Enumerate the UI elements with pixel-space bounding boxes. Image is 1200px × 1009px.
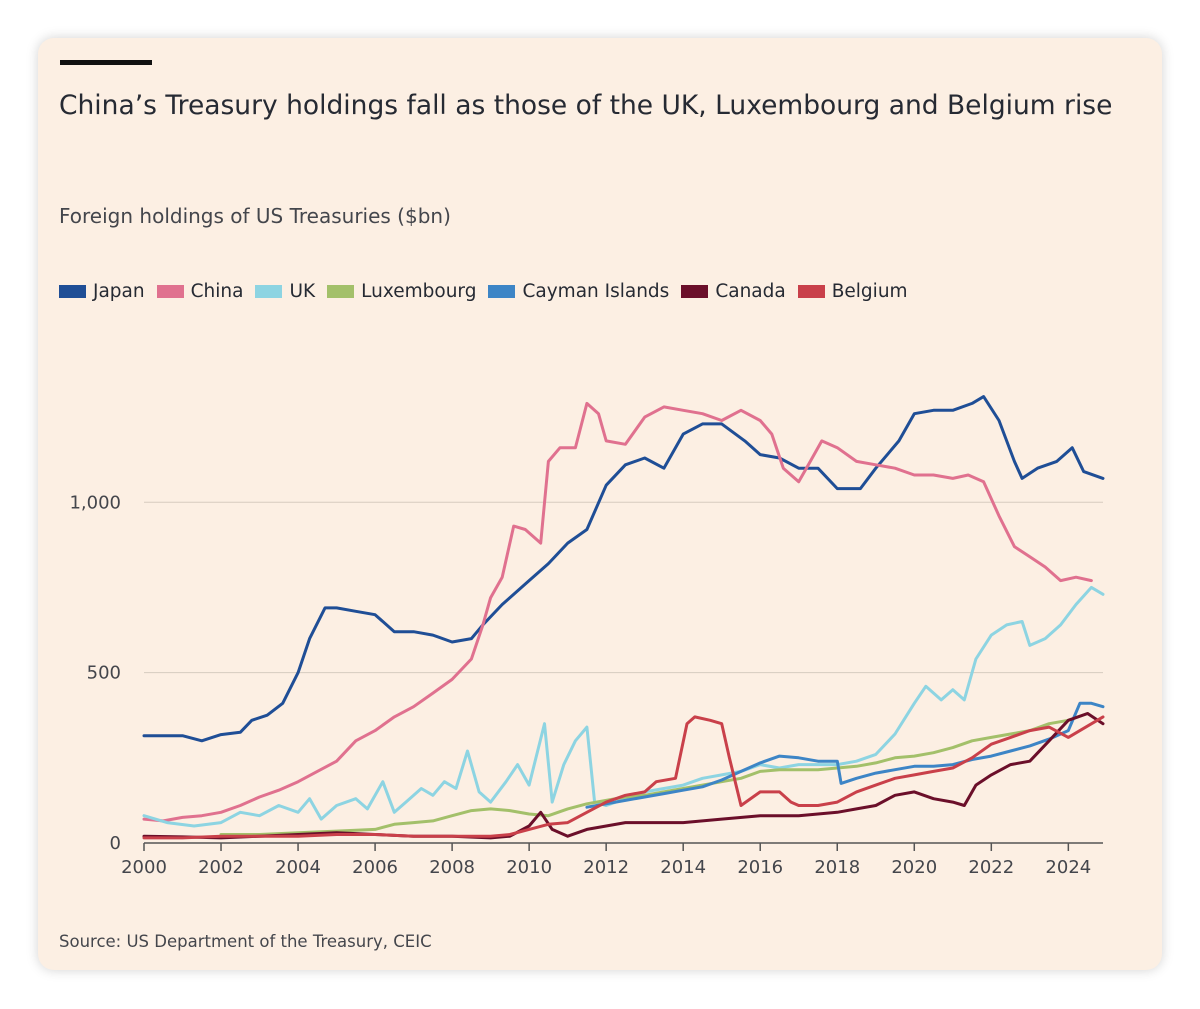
- legend-item-japan: Japan: [59, 281, 145, 302]
- x-tick-label: 2010: [506, 857, 552, 878]
- series-line-luxembourg: [219, 712, 1090, 836]
- legend-label-belgium: Belgium: [831, 281, 908, 302]
- source-note: Source: US Department of the Treasury, C…: [59, 932, 432, 951]
- header-accent-bar: [60, 60, 152, 65]
- legend-label-cayman-islands: Cayman Islands: [522, 281, 670, 302]
- series-line-china: [142, 401, 1093, 823]
- series-line-cayman-islands: [585, 701, 1105, 809]
- legend-item-cayman-islands: Cayman Islands: [488, 281, 669, 302]
- x-tick-label: 2006: [352, 857, 398, 878]
- legend-item-belgium: Belgium: [797, 281, 908, 302]
- legend-label-uk: UK: [289, 281, 316, 302]
- x-tick-label: 2002: [198, 857, 244, 878]
- legend-label-china: China: [190, 281, 244, 302]
- legend-swatch-uk: [255, 285, 283, 298]
- x-tick-label: 2018: [814, 857, 860, 878]
- legend-label-luxembourg: Luxembourg: [361, 281, 477, 302]
- legend-item-uk: UK: [255, 281, 315, 302]
- legend-swatch-canada: [681, 285, 709, 298]
- legend-swatch-belgium: [797, 285, 825, 298]
- y-tick-label: 500: [87, 663, 121, 684]
- x-tick-label: 2022: [968, 857, 1014, 878]
- x-tick-label: 2024: [1045, 857, 1091, 878]
- legend-swatch-cayman-islands: [488, 285, 516, 298]
- chart-title: China’s Treasury holdings fall as those …: [59, 90, 1113, 121]
- y-tick-label: 0: [110, 833, 121, 854]
- series-line-japan: [142, 395, 1105, 743]
- legend-item-canada: Canada: [681, 281, 786, 302]
- x-tick-label: 2020: [891, 857, 937, 878]
- legend-label-canada: Canada: [715, 281, 786, 302]
- chart-card: China’s Treasury holdings fall as those …: [38, 38, 1162, 970]
- x-tick-label: 2000: [121, 857, 167, 878]
- series-line-belgium: [142, 715, 1105, 840]
- x-tick-label: 2014: [660, 857, 706, 878]
- chart-subtitle: Foreign holdings of US Treasuries ($bn): [59, 204, 451, 228]
- legend: Japan China UK Luxembourg Cayman Islands Cana…: [59, 281, 920, 302]
- y-tick-label: 1,000: [69, 492, 121, 513]
- legend-swatch-japan: [59, 285, 86, 298]
- x-tick-label: 2012: [583, 857, 629, 878]
- series-line-canada: [142, 712, 1105, 840]
- x-tick-label: 2008: [429, 857, 475, 878]
- series-line-uk: [142, 585, 1105, 828]
- legend-swatch-luxembourg: [327, 285, 355, 298]
- legend-item-china: China: [156, 281, 244, 302]
- legend-swatch-china: [156, 285, 184, 298]
- legend-label-japan: Japan: [93, 281, 145, 302]
- x-tick-label: 2016: [737, 857, 783, 878]
- legend-item-luxembourg: Luxembourg: [327, 281, 476, 302]
- x-tick-label: 2004: [275, 857, 321, 878]
